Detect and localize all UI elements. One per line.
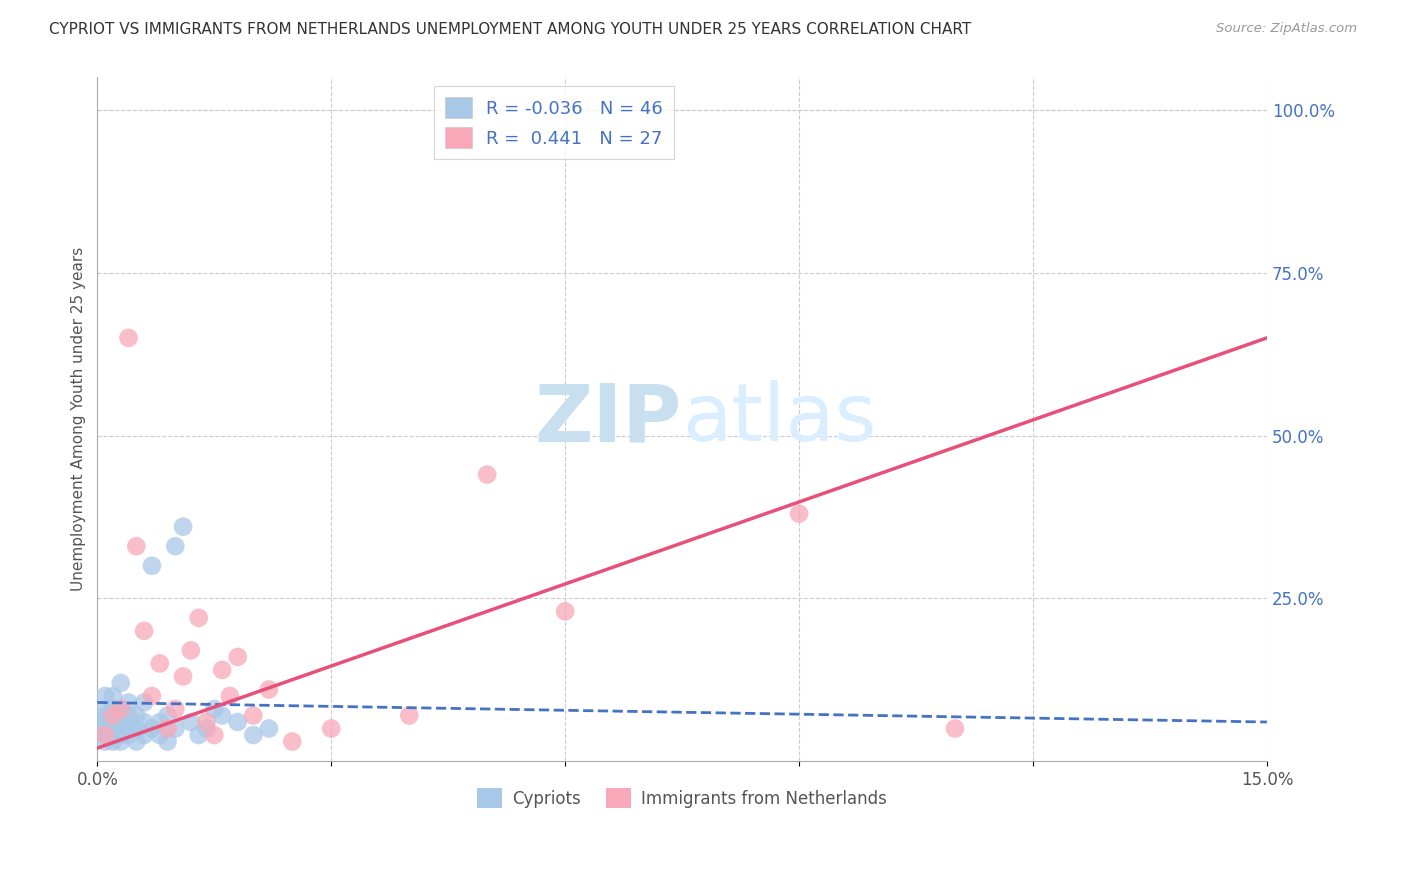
Point xyxy=(125,722,148,736)
Point xyxy=(101,728,124,742)
Point xyxy=(134,728,156,742)
Text: CYPRIOT VS IMMIGRANTS FROM NETHERLANDS UNEMPLOYMENT AMONG YOUTH UNDER 25 YEARS C: CYPRIOT VS IMMIGRANTS FROM NETHERLANDS U… xyxy=(49,22,972,37)
Point xyxy=(554,604,576,618)
Point xyxy=(117,728,139,742)
Point xyxy=(110,676,132,690)
Point xyxy=(117,708,139,723)
Point xyxy=(94,708,117,723)
Point xyxy=(141,722,163,736)
Point xyxy=(211,708,233,723)
Point xyxy=(257,722,280,736)
Point xyxy=(141,689,163,703)
Point xyxy=(94,722,117,736)
Point xyxy=(211,663,233,677)
Point xyxy=(125,708,148,723)
Point xyxy=(226,714,249,729)
Point xyxy=(477,467,499,482)
Point xyxy=(257,682,280,697)
Point xyxy=(226,649,249,664)
Point xyxy=(195,722,218,736)
Point xyxy=(149,728,172,742)
Point xyxy=(110,728,132,742)
Point xyxy=(134,696,156,710)
Point xyxy=(125,539,148,553)
Legend: Cypriots, Immigrants from Netherlands: Cypriots, Immigrants from Netherlands xyxy=(471,781,894,814)
Point xyxy=(101,734,124,748)
Point xyxy=(165,722,187,736)
Point xyxy=(134,624,156,638)
Point xyxy=(172,519,194,533)
Point xyxy=(134,714,156,729)
Point xyxy=(110,722,132,736)
Point xyxy=(202,702,225,716)
Point xyxy=(242,708,264,723)
Y-axis label: Unemployment Among Youth under 25 years: Unemployment Among Youth under 25 years xyxy=(72,247,86,591)
Point xyxy=(195,714,218,729)
Point xyxy=(156,734,179,748)
Point xyxy=(125,734,148,748)
Point xyxy=(101,689,124,703)
Point xyxy=(943,722,966,736)
Point xyxy=(110,702,132,716)
Point xyxy=(117,722,139,736)
Point xyxy=(242,728,264,742)
Point xyxy=(94,734,117,748)
Point xyxy=(94,702,117,716)
Point xyxy=(94,728,117,742)
Point xyxy=(149,714,172,729)
Point xyxy=(219,689,242,703)
Point xyxy=(281,734,304,748)
Point xyxy=(117,696,139,710)
Point xyxy=(321,722,343,736)
Point xyxy=(202,728,225,742)
Text: ZIP: ZIP xyxy=(534,380,682,458)
Point xyxy=(180,714,202,729)
Point xyxy=(110,702,132,716)
Point xyxy=(180,643,202,657)
Point xyxy=(156,722,179,736)
Point xyxy=(94,728,117,742)
Point xyxy=(787,507,810,521)
Text: Source: ZipAtlas.com: Source: ZipAtlas.com xyxy=(1216,22,1357,36)
Point xyxy=(110,734,132,748)
Point xyxy=(101,722,124,736)
Point xyxy=(101,714,124,729)
Point xyxy=(94,714,117,729)
Text: atlas: atlas xyxy=(682,380,876,458)
Point xyxy=(187,611,209,625)
Point xyxy=(156,708,179,723)
Point xyxy=(398,708,420,723)
Point xyxy=(149,657,172,671)
Point xyxy=(172,669,194,683)
Point xyxy=(101,702,124,716)
Point xyxy=(101,708,124,723)
Point xyxy=(141,558,163,573)
Point xyxy=(165,702,187,716)
Point xyxy=(165,539,187,553)
Point xyxy=(117,331,139,345)
Point xyxy=(110,714,132,729)
Point xyxy=(187,728,209,742)
Point xyxy=(94,689,117,703)
